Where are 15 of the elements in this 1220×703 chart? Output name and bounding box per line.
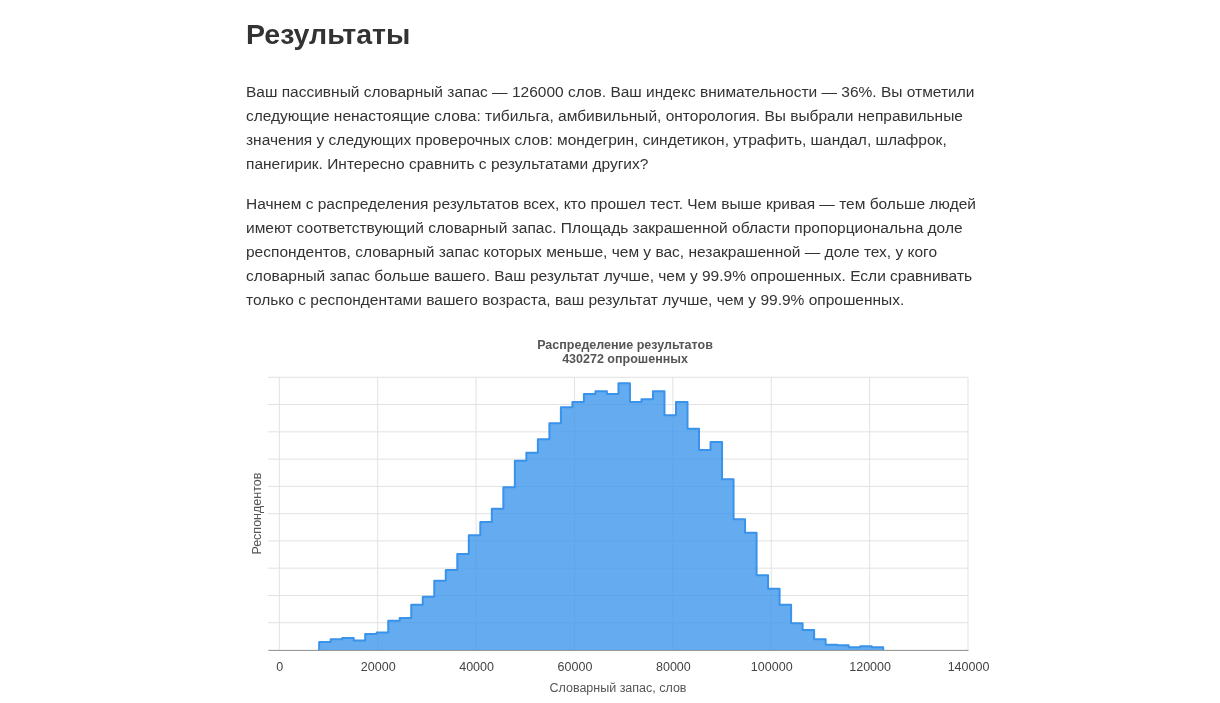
x-tick-label: 60000 (557, 659, 593, 674)
x-tick-label: 40000 (459, 659, 495, 674)
chart-subtitle: 430272 опрошенных (562, 352, 688, 366)
x-tick-label: 80000 (655, 659, 691, 674)
y-axis-title: Респондентов (250, 472, 264, 555)
x-tick-label: 20000 (360, 659, 396, 674)
x-axis-title: Словарный запас, слов (549, 681, 687, 695)
x-tick-label: 100000 (750, 659, 793, 674)
x-tick-label: 120000 (849, 659, 892, 674)
text: Начнем с распределения результатов всех, кто прошел тест. Чем выше кривая — тем больше людей имеют соответствующий словарный запас. Площадь закрашенной области пропорциональна доле респондентов, словарный запас которых меньше, чем у вас, незакрашенной — доле тех, у кого словарный запас больше вашего. Ваш результат лучше, чем у 99.9% опрошенных. Если сравнивать только с респондентами вашего возраста, ваш результат лучше, чем у 99.9% опрошенных. (246, 194, 977, 310)
chart-title: Распределение результатов (537, 338, 714, 352)
x-tick-label: 140000 (947, 659, 990, 674)
text: Результаты (246, 17, 411, 52)
x-tick-label: 0 (276, 659, 284, 674)
text: Ваш пассивный словарный запас — 126000 слов. Ваш индекс внимательности — 36%. Вы отметили следующие ненастоящие слова: тибильга, амбивильный, онторология. Вы выбрали неправильные значения у следующих проверочных слов: мондегрин, синдетикон, утрафить, шандал, шлафрок, панегирик. Интересно сравнить с результатами других? (246, 82, 976, 174)
